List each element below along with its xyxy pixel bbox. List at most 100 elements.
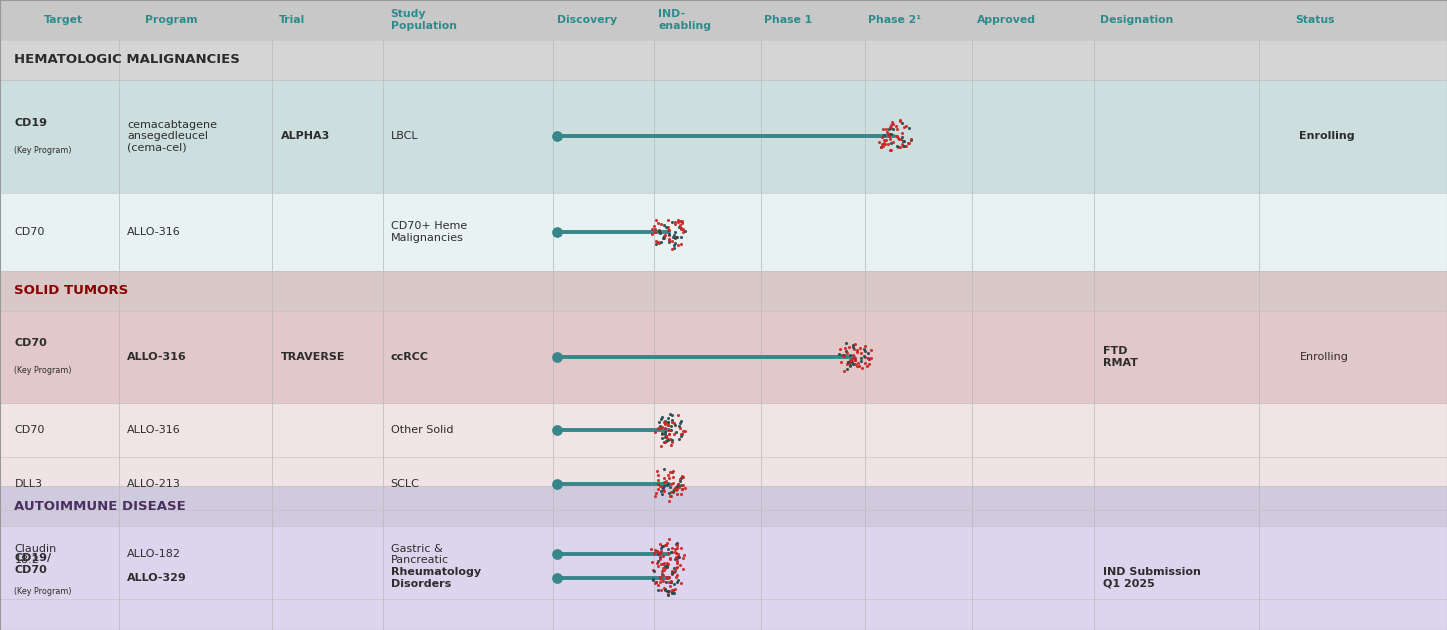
Point — [846, 358, 870, 368]
Point — [660, 576, 683, 587]
Point — [664, 563, 687, 573]
Point — [647, 580, 670, 590]
Text: Enrolling: Enrolling — [1299, 352, 1349, 362]
Point — [658, 581, 682, 591]
Point — [666, 558, 689, 568]
Point — [836, 357, 860, 367]
Point — [654, 432, 677, 442]
Point — [647, 218, 670, 228]
Point — [644, 227, 667, 237]
Point — [852, 341, 875, 351]
Point — [661, 570, 684, 580]
Point — [875, 127, 899, 137]
Text: ALLO-316: ALLO-316 — [127, 352, 187, 362]
Point — [657, 416, 680, 427]
Point — [641, 575, 664, 585]
Point — [871, 132, 894, 142]
Point — [657, 473, 680, 483]
Point — [657, 479, 680, 489]
Point — [667, 482, 690, 492]
Point — [663, 240, 686, 250]
Point — [657, 585, 680, 595]
Point — [657, 435, 680, 445]
Point — [674, 483, 697, 493]
Point — [664, 482, 687, 492]
Point — [664, 238, 687, 248]
Point — [891, 140, 915, 151]
Point — [651, 563, 674, 573]
Point — [842, 353, 865, 364]
Point — [653, 558, 676, 568]
Point — [648, 423, 671, 433]
Bar — [0, 457, 1447, 510]
Text: Trial: Trial — [279, 15, 305, 25]
Point — [860, 352, 883, 362]
Point — [660, 587, 683, 597]
Point — [878, 146, 901, 156]
Point — [664, 485, 687, 495]
Point — [873, 137, 896, 147]
Point — [661, 585, 684, 595]
Point — [669, 559, 692, 570]
Point — [664, 572, 687, 582]
Point — [660, 588, 683, 598]
Point — [666, 561, 689, 571]
Point — [854, 346, 877, 357]
Point — [658, 553, 682, 563]
Point — [647, 238, 670, 248]
Text: IND Submission
Q1 2025: IND Submission Q1 2025 — [1103, 567, 1201, 589]
Text: LBCL: LBCL — [391, 132, 418, 141]
Point — [660, 491, 683, 501]
Bar — [0, 510, 1447, 598]
Point — [642, 221, 666, 231]
Point — [658, 586, 682, 596]
Point — [844, 353, 867, 363]
Point — [654, 585, 677, 595]
Point — [669, 220, 692, 231]
Point — [640, 544, 663, 554]
Point — [842, 343, 865, 353]
Point — [881, 119, 904, 129]
Point — [666, 481, 689, 491]
Point — [870, 142, 893, 152]
Point — [671, 227, 695, 237]
Point — [648, 551, 671, 561]
Point — [663, 483, 686, 493]
Text: HEMATOLOGIC MALIGNANCIES: HEMATOLOGIC MALIGNANCIES — [14, 53, 240, 66]
Point — [647, 423, 670, 433]
Point — [644, 215, 667, 225]
Text: cemacabtagene
ansegedleucel
(cema-cel): cemacabtagene ansegedleucel (cema-cel) — [127, 120, 217, 153]
Point — [670, 432, 693, 442]
Point — [667, 421, 690, 431]
Point — [658, 576, 682, 587]
Point — [655, 413, 679, 423]
Point — [666, 577, 689, 587]
Point — [661, 487, 684, 497]
Point — [887, 142, 910, 152]
Point — [673, 550, 696, 560]
Point — [657, 226, 680, 236]
Point — [648, 481, 671, 491]
Point — [888, 142, 912, 152]
Text: ALPHA3: ALPHA3 — [281, 132, 330, 141]
Point — [666, 570, 689, 580]
Point — [654, 431, 677, 441]
Point — [658, 429, 682, 439]
Text: (Key Program): (Key Program) — [14, 367, 72, 375]
Point — [848, 343, 871, 353]
Point — [651, 559, 674, 570]
Point — [654, 432, 677, 442]
Text: ALLO-316: ALLO-316 — [127, 227, 181, 237]
Point — [655, 561, 679, 571]
Point — [651, 429, 674, 439]
Point — [657, 230, 680, 240]
Point — [849, 348, 873, 358]
Point — [888, 115, 912, 125]
Point — [645, 546, 669, 556]
Point — [852, 343, 875, 353]
Point — [651, 421, 674, 432]
Point — [854, 352, 877, 362]
Text: SCLC: SCLC — [391, 479, 420, 488]
Point — [660, 440, 683, 450]
Point — [660, 566, 683, 576]
